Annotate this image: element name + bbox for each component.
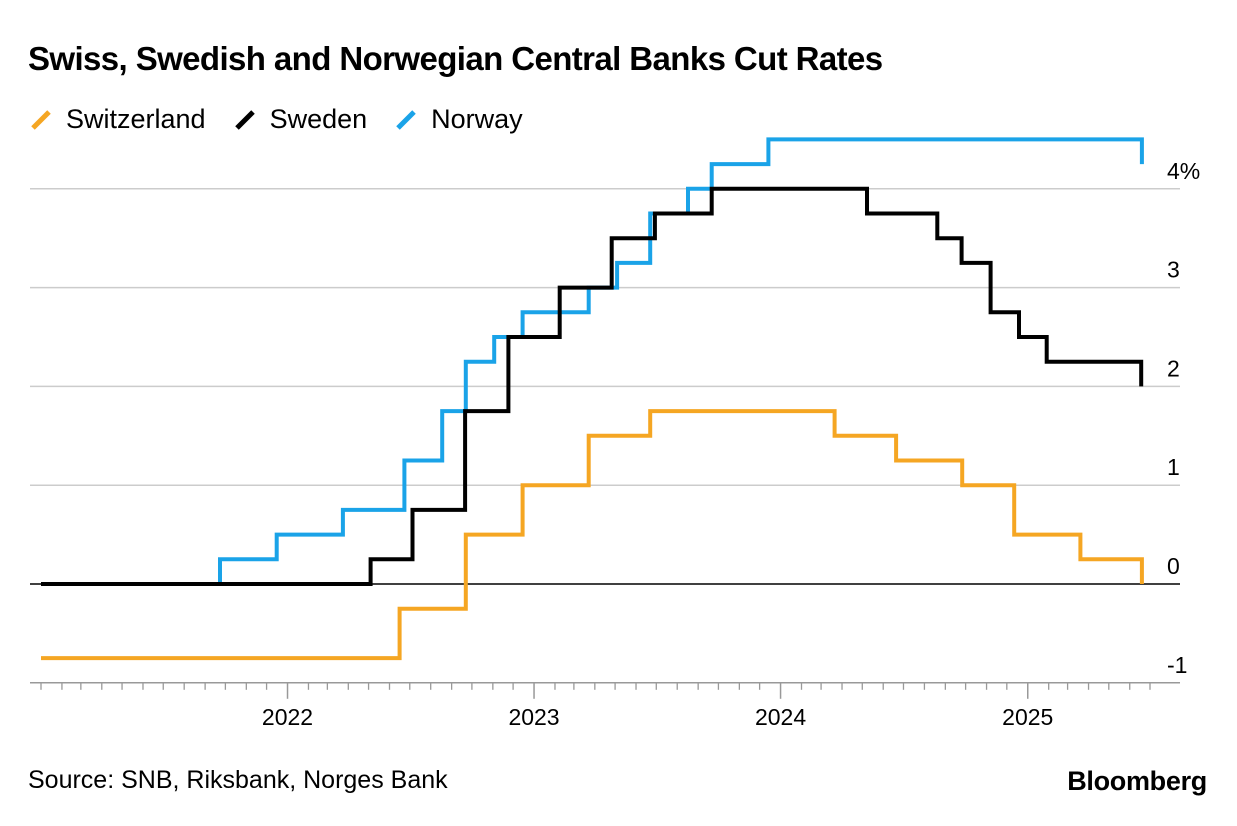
y-tick-label: 2: [1167, 355, 1180, 381]
legend-swatch-switzerland-mark: [31, 109, 51, 130]
legend-item-norway: Norway: [395, 104, 523, 135]
legend-label-sweden: Sweden: [269, 104, 368, 134]
legend-item-sweden: Sweden: [234, 104, 368, 135]
y-tick-label: 1: [1167, 454, 1180, 480]
x-tick-label: 2023: [508, 704, 559, 730]
x-tick-label: 2025: [1002, 704, 1053, 730]
legend-label-switzerland: Switzerland: [66, 104, 206, 134]
source-note: Source: SNB, Riksbank, Norges Bank: [28, 766, 448, 794]
legend-swatch-sweden: [234, 109, 255, 130]
x-tick-label: 2022: [262, 704, 313, 730]
y-tick-label: 4%: [1167, 158, 1200, 184]
legend-swatch-sweden-mark: [234, 109, 255, 130]
brand-logo: Bloomberg: [1067, 766, 1207, 796]
legend-swatch-norway-mark: [396, 109, 416, 130]
chart-title: Swiss, Swedish and Norwegian Central Ban…: [28, 40, 883, 77]
chart-legend: Switzerland Sweden Norway: [30, 104, 551, 135]
series-line-sweden: [41, 186, 1144, 586]
series-line-switzerland: [41, 409, 1144, 661]
y-tick-label: -1: [1167, 652, 1187, 678]
legend-swatch-switzerland: [31, 109, 51, 130]
y-tick-label: 3: [1167, 257, 1180, 283]
legend-item-switzerland: Switzerland: [30, 104, 206, 135]
x-tick-label: 2024: [755, 704, 806, 730]
y-tick-label: 0: [1167, 553, 1180, 579]
legend-label-norway: Norway: [431, 104, 523, 134]
legend-swatch-norway: [396, 109, 416, 130]
series-line-norway: [41, 137, 1144, 586]
